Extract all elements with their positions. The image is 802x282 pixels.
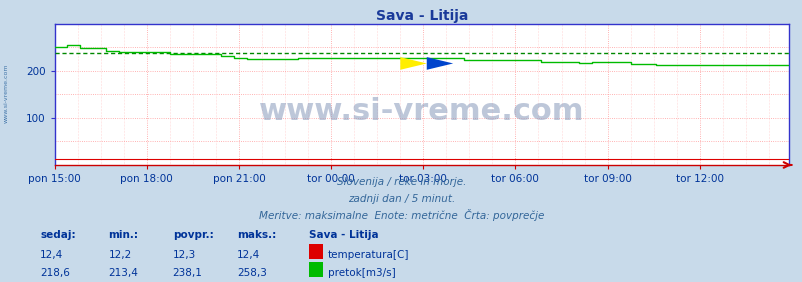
Text: 218,6: 218,6 — [40, 268, 70, 278]
Text: 12,3: 12,3 — [172, 250, 196, 260]
Text: 213,4: 213,4 — [108, 268, 138, 278]
Text: Meritve: maksimalne  Enote: metrične  Črta: povprečje: Meritve: maksimalne Enote: metrične Črta… — [258, 209, 544, 221]
Polygon shape — [400, 57, 426, 70]
Text: 12,4: 12,4 — [237, 250, 260, 260]
Text: Slovenija / reke in morje.: Slovenija / reke in morje. — [336, 177, 466, 187]
Text: zadnji dan / 5 minut.: zadnji dan / 5 minut. — [347, 194, 455, 204]
Text: pretok[m3/s]: pretok[m3/s] — [327, 268, 395, 278]
Text: www.si-vreme.com: www.si-vreme.com — [4, 63, 9, 123]
Polygon shape — [426, 57, 452, 70]
Text: maks.:: maks.: — [237, 230, 276, 240]
Text: povpr.:: povpr.: — [172, 230, 213, 240]
Text: Sava - Litija: Sava - Litija — [309, 230, 379, 240]
Text: 258,3: 258,3 — [237, 268, 266, 278]
Text: 12,2: 12,2 — [108, 250, 132, 260]
Text: 12,4: 12,4 — [40, 250, 63, 260]
Text: sedaj:: sedaj: — [40, 230, 75, 240]
Text: 238,1: 238,1 — [172, 268, 202, 278]
Text: www.si-vreme.com: www.si-vreme.com — [259, 97, 584, 126]
Text: temperatura[C]: temperatura[C] — [327, 250, 408, 260]
Text: min.:: min.: — [108, 230, 138, 240]
Title: Sava - Litija: Sava - Litija — [375, 9, 468, 23]
